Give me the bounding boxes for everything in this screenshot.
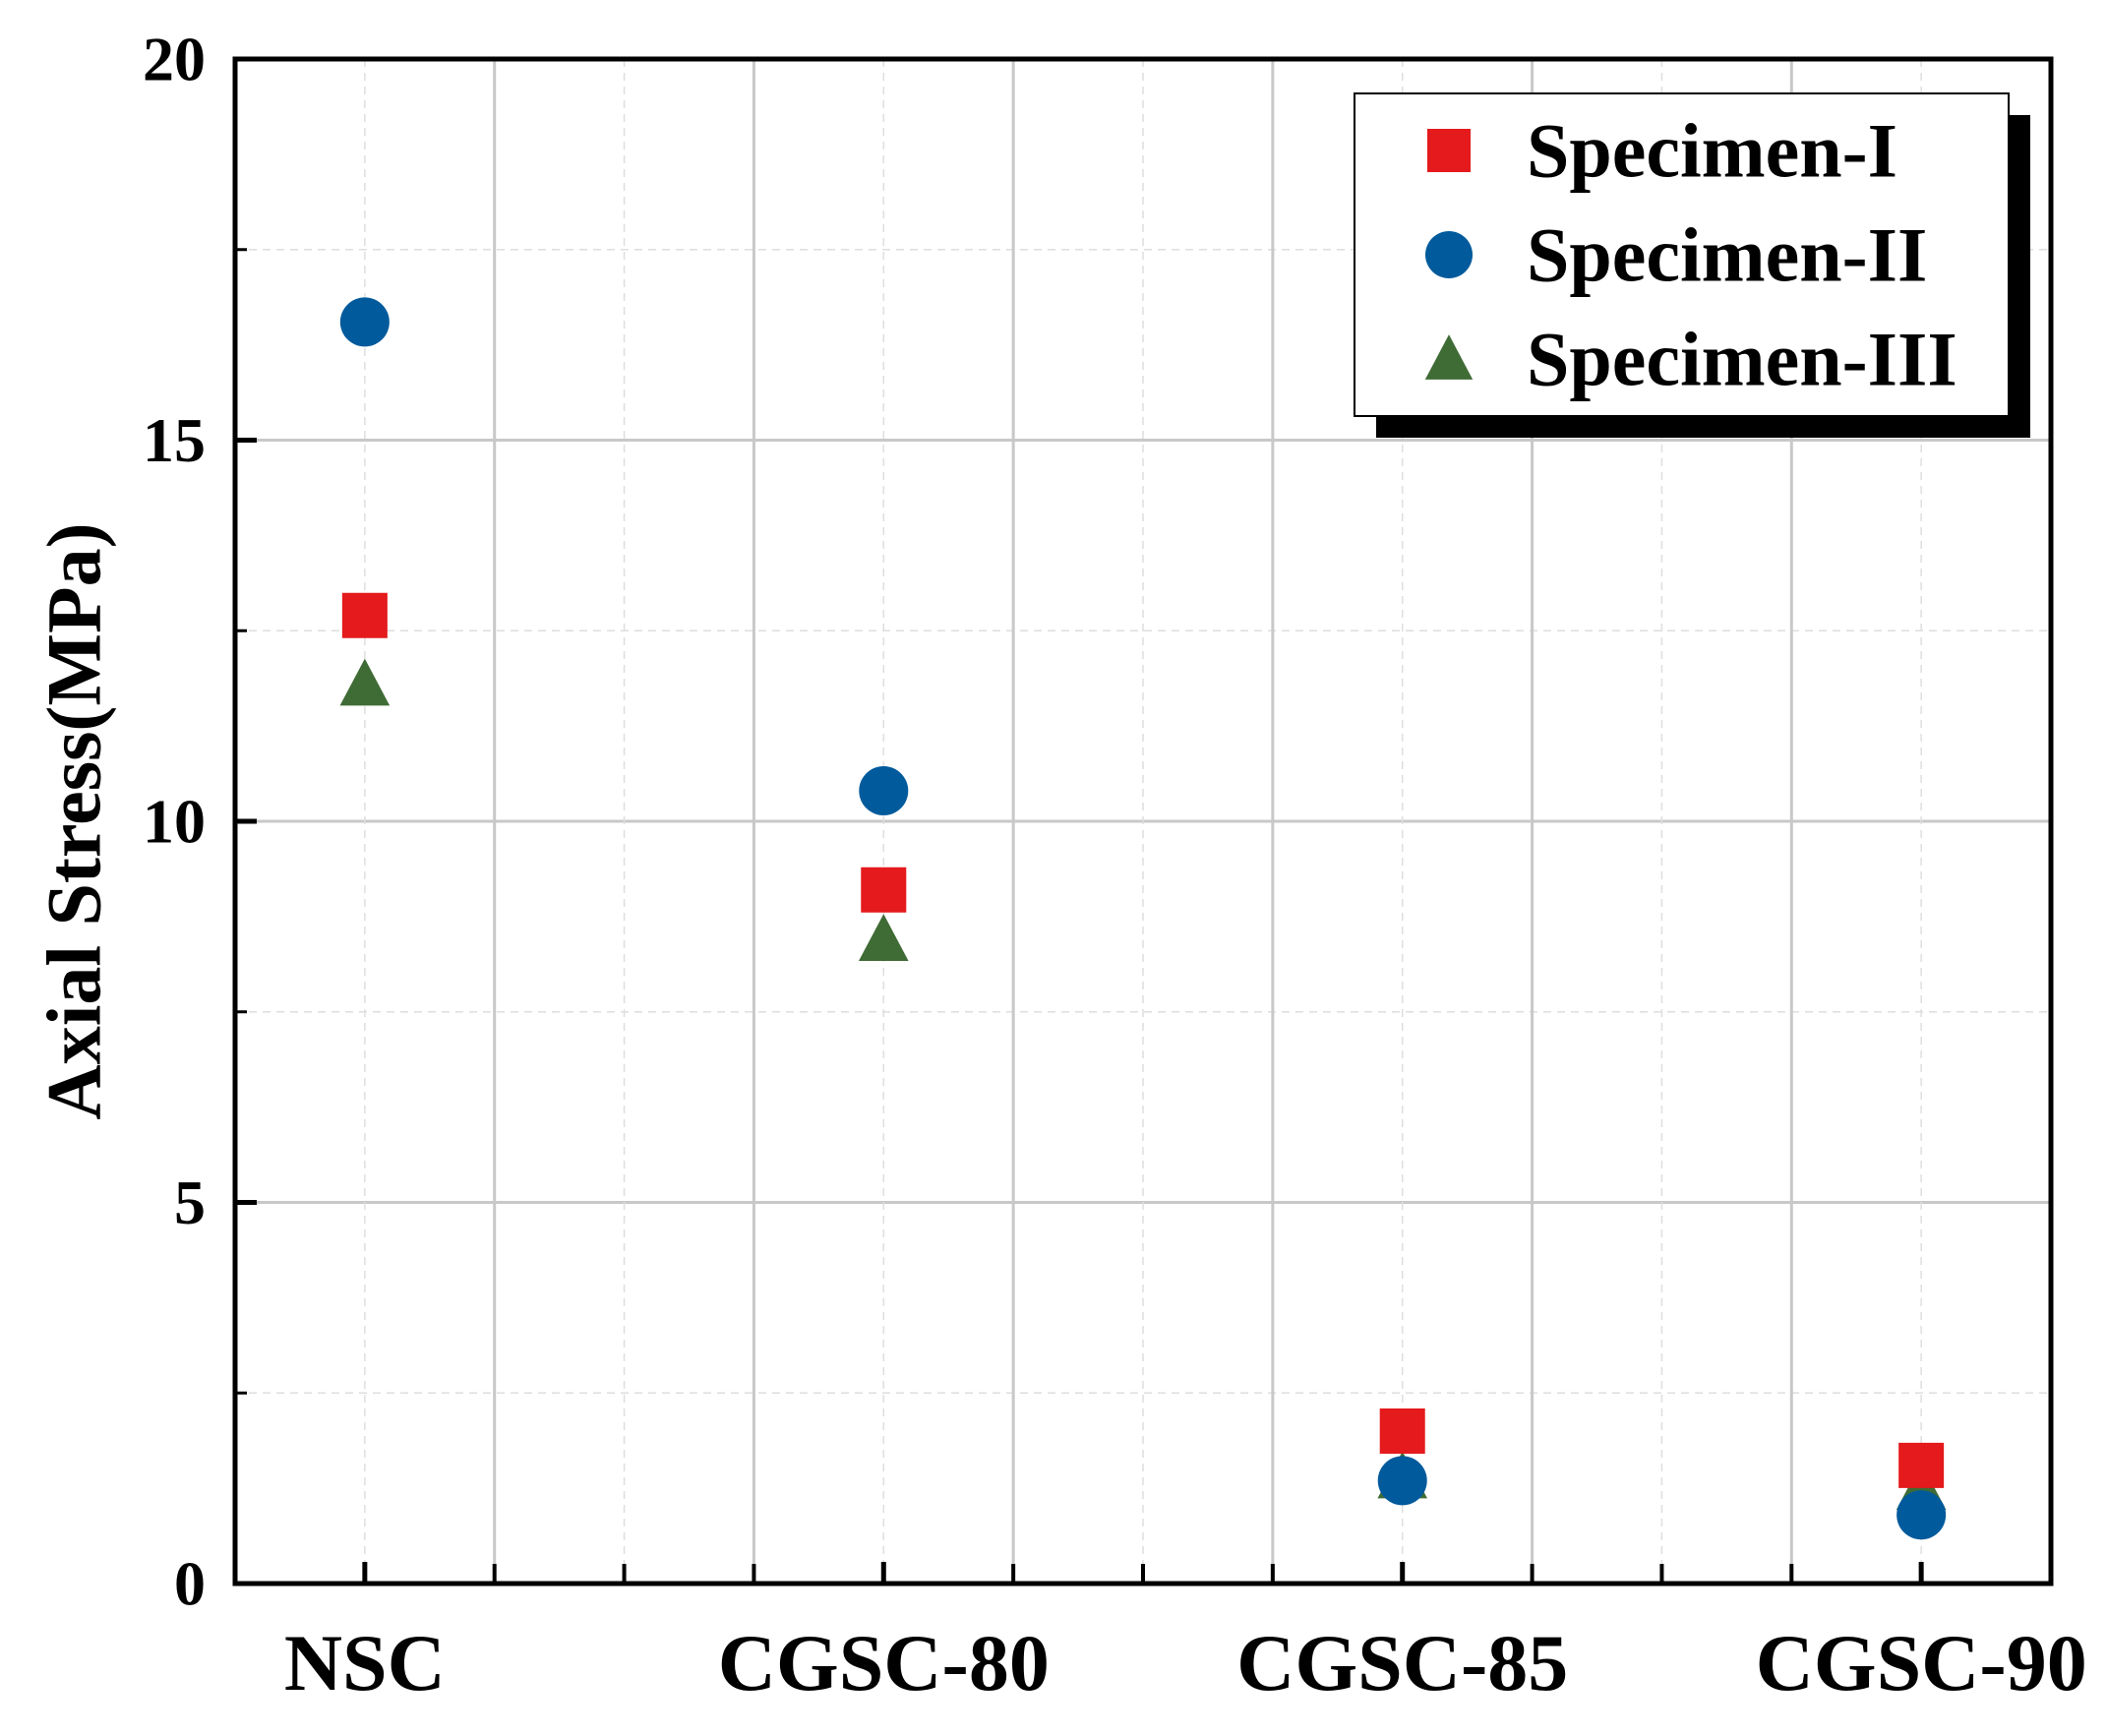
point-specimen-i-nsc [341, 592, 388, 638]
labels-layer: 0 5 10 15 20 NSC CGSC-80 CGSC-85 CGSC-90 [143, 25, 2087, 1708]
legend-label-specimen-i: Specimen-I [1527, 108, 1897, 194]
point-specimen-iii-nsc [339, 658, 391, 706]
legend: Specimen-I Specimen-II Specimen-III [1354, 92, 2030, 438]
marks-layer [339, 297, 1947, 1540]
point-specimen-i-cgsc-80 [861, 867, 907, 913]
y-tick-label: 5 [174, 1167, 206, 1237]
legend-label-specimen-iii: Specimen-III [1527, 317, 1957, 402]
x-category-label: NSC [284, 1618, 446, 1707]
x-category-label: CGSC-80 [718, 1618, 1050, 1707]
plot-frame [232, 56, 2054, 1586]
y-tick-label: 10 [143, 787, 206, 857]
y-axis-title: Axial Stress(MPa) [31, 522, 117, 1119]
point-specimen-ii-cgsc-80 [859, 766, 909, 815]
y-tick-label: 20 [143, 25, 206, 94]
x-category-label: CGSC-90 [1756, 1618, 2087, 1707]
y-tick-label: 15 [143, 405, 206, 475]
point-specimen-iii-cgsc-80 [858, 914, 909, 961]
y-tick-label: 0 [174, 1549, 206, 1619]
point-specimen-i-cgsc-90 [1898, 1442, 1945, 1488]
legend-marker-specimen-ii [1425, 231, 1473, 278]
point-specimen-ii-cgsc-85 [1377, 1456, 1427, 1506]
legend-label-specimen-ii: Specimen-II [1527, 212, 1927, 298]
point-specimen-ii-nsc [339, 297, 390, 347]
point-specimen-i-cgsc-85 [1379, 1408, 1425, 1454]
legend-marker-specimen-iii [1424, 334, 1474, 380]
point-specimen-ii-cgsc-90 [1896, 1490, 1947, 1540]
legend-marker-specimen-i [1427, 129, 1471, 172]
x-category-label: CGSC-85 [1236, 1618, 1568, 1707]
